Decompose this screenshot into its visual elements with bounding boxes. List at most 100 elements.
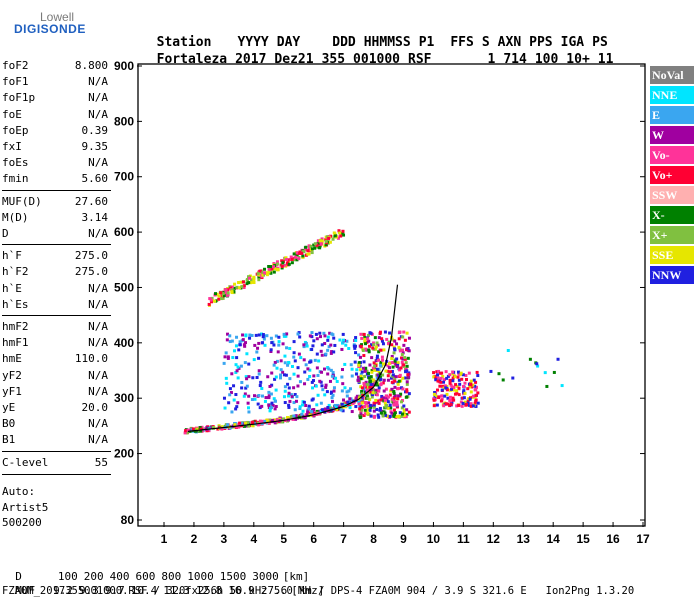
data-point [358,355,362,359]
data-point [370,369,374,373]
data-point [338,231,342,235]
data-point [355,368,359,372]
data-point [449,402,453,406]
footer-muf-label: MUF [15,584,36,597]
data-point [451,372,455,376]
data-point [402,330,406,334]
data-point [402,410,406,414]
param-row: h`Es N/A [2,297,108,313]
data-point [400,360,404,364]
data-point [435,370,439,374]
data-point [307,404,311,408]
data-point [230,288,234,292]
data-point [216,427,220,431]
y-tick-label: 400 [114,336,134,350]
auto-label: Auto: [2,485,36,498]
data-point [272,270,276,274]
data-point [400,348,404,352]
data-point [340,232,344,236]
data-point [448,395,452,399]
data-point [269,336,273,340]
data-point [237,423,241,427]
data-point [380,398,384,402]
data-point [298,407,302,411]
data-point [448,381,452,385]
data-point [246,401,250,405]
data-point [335,407,339,411]
data-point [471,383,475,387]
data-point [260,394,264,398]
data-point [372,368,376,372]
data-point [234,393,238,397]
data-point [463,391,467,395]
data-point [275,260,279,264]
param-name: foF1 [2,75,29,89]
footer-muf-value: 9.2 [53,584,73,597]
data-point [398,373,402,377]
data-point [249,278,253,282]
data-point [319,409,323,413]
data-point [276,267,280,271]
data-point [345,339,349,343]
data-point [400,400,404,404]
data-point [390,397,394,401]
data-point [489,369,493,373]
data-point [323,393,327,397]
data-point [372,409,376,413]
data-point [257,394,261,398]
data-point [450,401,454,405]
data-point [440,397,444,401]
data-point [297,257,301,261]
data-point [301,409,305,413]
data-point [373,414,377,418]
data-point [242,394,246,398]
legend-item-x-: X- [650,206,694,224]
data-point [450,385,454,389]
data-point [403,356,407,360]
data-point [310,331,314,335]
data-point [390,380,394,384]
data-point [314,332,318,336]
data-point [360,401,364,405]
data-point [373,336,377,340]
data-point [195,427,199,431]
data-point [405,395,409,399]
data-point [394,397,398,401]
data-point [455,404,459,408]
data-point [324,383,328,387]
data-point [473,384,477,388]
data-point [391,365,395,369]
header-value-day: Dez21 [274,52,314,67]
data-point [240,421,244,425]
param-row: yF1 N/A [2,384,108,400]
data-point [265,418,269,422]
y-tick-label: 900 [114,59,134,73]
data-point [222,361,226,365]
data-point [245,282,249,286]
data-point [374,347,378,351]
data-point [305,344,309,348]
data-point [387,362,391,366]
data-point [282,334,286,338]
data-point [366,337,370,341]
data-point [333,343,337,347]
param-value: 275.0 [74,249,108,263]
data-point [331,399,334,403]
data-point [252,280,256,284]
legend-item-x-: X+ [650,226,694,244]
data-point [308,334,312,338]
param-name: hmE [2,352,22,366]
data-point [439,399,443,403]
data-point [272,262,276,266]
data-point [234,363,238,367]
data-point [446,396,450,400]
data-point [233,423,237,427]
data-point [403,413,407,417]
data-point [238,421,242,425]
data-point [286,382,290,386]
data-point [287,405,291,409]
data-point [327,345,331,349]
data-point [375,381,379,385]
param-value: 9.35 [81,140,109,153]
data-point [363,374,367,378]
